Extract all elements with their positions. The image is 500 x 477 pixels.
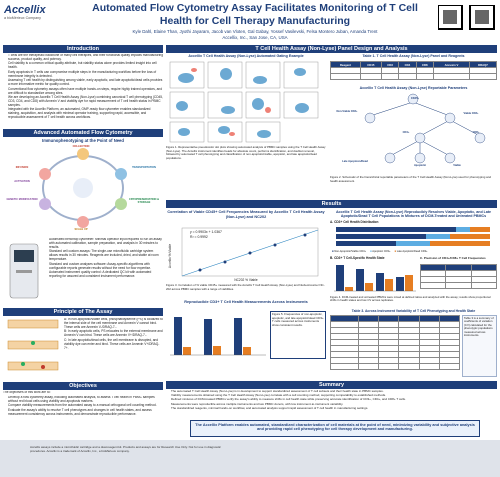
- node-label: Viable: [453, 164, 461, 167]
- panel-label: A. CD3+ Cell Health Distribution: [330, 220, 379, 224]
- node-label: CD8+: [472, 131, 480, 134]
- authors: Kyle Dahl, Elaine Than, Jyothi Jayaram, …: [132, 29, 378, 34]
- legend-entry: ■ Late Apoptotic/Dead CD3+: [394, 250, 428, 253]
- node-label: Late Apoptosis/Dead: [342, 160, 368, 163]
- footer-text: Accellix assays include a microfluidic c…: [30, 445, 221, 453]
- list-item: Assessing T cell health by distinguishin…: [8, 78, 163, 87]
- list-item: Automated benchtop cytometer: Minimal op…: [49, 238, 163, 250]
- advanced-bullets: Automated benchtop cytometer: Minimal op…: [44, 238, 163, 306]
- health-state-bars: [334, 265, 416, 292]
- table-title: Table 3. Across Instrument Variability o…: [351, 309, 476, 313]
- legend-entry: ■ Non-Apoptotic/Viable CD3+: [332, 250, 367, 253]
- list-item: T cells are the therapeutic backbone of …: [8, 54, 163, 62]
- logo-text: Accellix: [4, 4, 46, 16]
- list-item: Evaluate the assay's ability to resolve …: [8, 408, 163, 417]
- node-label: Non-Viable CD3+: [336, 110, 358, 113]
- node-label: CD45+: [410, 97, 420, 100]
- list-item: Defined mixtures of DCM-treated PBMCs ve…: [171, 398, 497, 402]
- panel-label: B. CD3+ T Cell-Specific Health State: [330, 256, 385, 260]
- list-item: Early apoptosis in T cells can compromis…: [8, 70, 163, 79]
- figure-caption: Figure 2. Schematic of the hierarchical …: [330, 176, 491, 183]
- table-title: Table 1. T Cell Health Assay (Non-Lyse) …: [362, 54, 465, 58]
- assay-principle-diagram: [7, 319, 59, 371]
- cycle-label: SCALE UP: [74, 228, 88, 231]
- list-item: Compare viability measurements from the …: [8, 404, 163, 408]
- affiliation: Accellix, Inc., San Jose, CA, USA: [222, 35, 288, 40]
- list-item: Develop a flow cytometry assay, includin…: [8, 396, 163, 404]
- logo-tagline: a bioMérieux Company: [4, 16, 41, 20]
- cycle-label: INFUSION: [15, 166, 29, 169]
- principle-steps: A: In non-apoptotic/viable cells, phosph…: [64, 318, 163, 381]
- objectives-body: Develop a flow cytometry assay, includin…: [3, 396, 163, 438]
- correlation-plot: [181, 227, 319, 277]
- parameter-schematic: [364, 93, 486, 164]
- list-item: Conventional flow cytometry assays often…: [8, 87, 163, 96]
- legend-entry: ■ Apoptotic CD3+: [370, 250, 391, 253]
- r-squared: R² = 0.9992: [190, 235, 208, 239]
- figure-title: Reproducible CD3+ T Cell Health Measurem…: [184, 300, 308, 304]
- list-item: Viability measurements obtained using th…: [171, 394, 497, 398]
- qr-codes: [438, 5, 495, 30]
- workflow-cycle: [39, 148, 127, 228]
- node-label: CD4+: [402, 131, 410, 134]
- summary-body: The automated T Cell Health Assay (Non-L…: [166, 390, 497, 418]
- figure5-box: Figure 5. Frequencies of non-apoptotic, …: [270, 311, 326, 359]
- list-item: Integrated with the Accellix Platform, a…: [8, 107, 163, 120]
- section-header: Objectives: [3, 382, 163, 390]
- section-header: T Cell Health Assay (Non-Lyse) Panel Des…: [166, 45, 497, 53]
- list-item: B: In early apoptotic cells, PS relocate…: [64, 329, 163, 338]
- section-header: Summary: [166, 381, 497, 389]
- reagent-table: Reagent CD45 CD3 CD4 CD8 Annexin V DRAQ7: [330, 61, 497, 80]
- list-item: We are developing an Accellix T Cell Hea…: [8, 95, 163, 108]
- subtitle: Immunophenotyping at the Point of Need: [42, 138, 124, 143]
- list-item: Measurements were reproducible across mu…: [171, 402, 497, 407]
- figure-title: Accellix T Cell Health Assay (Non-Lyse) …: [335, 210, 492, 219]
- list-item: The automated T Cell Health Assay (Non-L…: [171, 390, 497, 394]
- intro-body: T cells are the therapeutic backbone of …: [3, 54, 163, 128]
- health-distribution-bars: [336, 227, 490, 246]
- list-item: Standard and custom analyses software: A…: [49, 262, 163, 271]
- section-header: Results: [166, 200, 497, 208]
- x-axis-label: NC202 % Viable: [234, 278, 258, 282]
- figure-caption: Figure 4. DCM-treated and untreated PBMC…: [330, 296, 491, 303]
- figure-title: Accellix T Cell Health Assay (Non-Lyse) …: [188, 54, 304, 58]
- list-item: C: In late apoptotic/dead cells, the cel…: [64, 337, 160, 350]
- instrument-image: [9, 243, 39, 299]
- figure-title: Correlation of Viable CD45+ Cell Frequen…: [167, 210, 325, 219]
- objectives-intro: The objectives of this work are to:: [3, 391, 51, 394]
- logo: Accellix a bioMérieux Company: [4, 4, 74, 34]
- node-label: Apoptotic: [413, 164, 427, 167]
- y-axis-label: Accellix % Viable: [168, 243, 172, 269]
- cycle-label: TRANSPORTATION: [132, 166, 156, 169]
- cycle-label: COLLECTION: [72, 145, 90, 148]
- gating-plots: [169, 61, 319, 143]
- legend: ■ Non-Apoptotic/Viable CD3+ ■ Apoptotic …: [332, 250, 497, 253]
- variability-table: [330, 315, 460, 370]
- conclusion: The Accellix Platform enables automated,…: [190, 420, 480, 437]
- list-item: Cell viability is a common critical qual…: [8, 62, 163, 70]
- cycle-label: GENETIC MODIFICATION: [6, 198, 38, 201]
- node-label: Viable CD3+: [463, 112, 479, 115]
- reproducibility-bars: [170, 317, 266, 356]
- figure-title: Accellix T Cell Health Assay (Non-Lyse) …: [359, 86, 468, 90]
- figure-caption: Figure 5. Frequencies of non-apoptotic, …: [272, 312, 324, 327]
- list-item: The standardized reagents, minimal hands…: [171, 406, 497, 411]
- section-header: Principle of The Assay: [3, 308, 163, 316]
- section-header: Advanced Automated Flow Cytometry: [3, 129, 163, 137]
- section-header: Introduction: [3, 45, 163, 53]
- list-item: A: In non-apoptotic/viable cells, phosph…: [64, 318, 163, 329]
- poster-title: Automated Flow Cytometry Assay Facilitat…: [92, 2, 418, 27]
- figure-caption: Figure 1. Representative pseudocolor dot…: [166, 146, 326, 160]
- regression-equation: y = 0.9903x + 1.0367: [190, 230, 222, 234]
- precision-table: [420, 264, 497, 289]
- table-note: Table 3 is a summary of coefficients of …: [462, 315, 497, 377]
- figure-caption: Figure 3. Correlation of % viable CD45+ …: [166, 284, 325, 291]
- footer: Accellix assays include a microfluidic c…: [0, 440, 500, 477]
- list-item: Standard cell custom assays: The single-…: [49, 249, 163, 262]
- cycle-label: ACTIVATION: [14, 180, 30, 183]
- list-item: Automated instrument quality control: A …: [49, 270, 163, 279]
- cycle-label: CRYOPRESERVATION & STORAGE: [128, 198, 160, 204]
- panel-label: C. Precision of CD4+/CD8+ T Cell Frequen…: [420, 256, 486, 260]
